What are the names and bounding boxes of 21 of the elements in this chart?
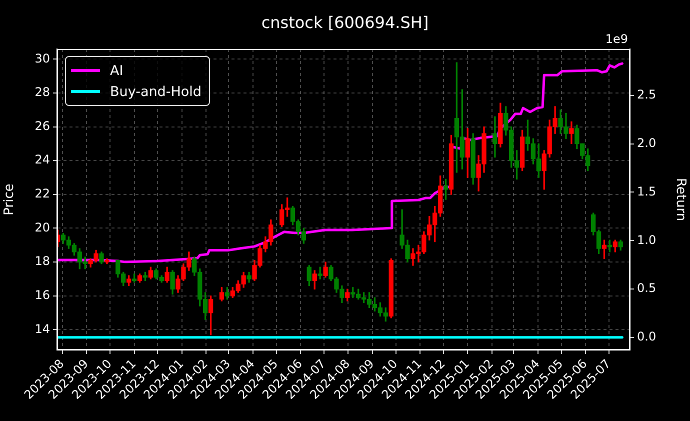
y-tick-label: 30 [34,51,50,66]
y-tick-label: 14 [34,322,50,336]
y2-tick-label: 0.5 [637,281,656,296]
y2-axis-title: Return [672,178,688,222]
y-tick-label: 18 [34,254,50,268]
y2-tick-label: 2.0 [637,136,656,150]
y-tick-label: 16 [34,288,50,302]
y-tick-label: 28 [34,85,50,100]
y2-tick-label: 2.5 [637,88,656,102]
y2-tick-label: 1.5 [637,184,656,198]
y-tick-label: 24 [34,152,50,167]
y-tick-label: 22 [34,186,50,201]
legend-label: AI [110,62,124,78]
y-tick-label: 20 [34,220,50,234]
y2-tick-label: 0.0 [637,330,656,344]
y2-tick-label: 1.0 [637,232,656,247]
text: 1e9 [605,32,628,46]
y-axis-title: Price [2,184,18,216]
legend-label: Buy-and-Hold [110,84,202,100]
chart-title: cnstock [600694.SH] [261,12,429,32]
y-tick-label: 26 [34,118,50,133]
